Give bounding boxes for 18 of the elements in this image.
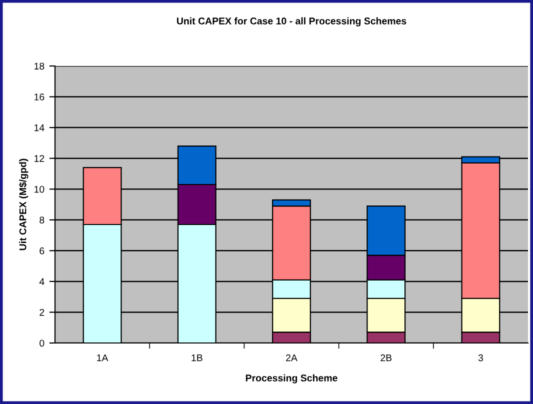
- x-axis-title: Processing Scheme: [246, 374, 338, 384]
- y-axis-title: Uit CAPEX (M$/gpd): [18, 158, 28, 250]
- x-tick-label: 3: [478, 354, 483, 362]
- y-tick-label: 14: [34, 124, 44, 132]
- y-tick-label: 16: [34, 94, 44, 100]
- x-tick-label: 1B: [192, 354, 202, 362]
- x-tick-label: 2B: [380, 354, 392, 362]
- y-tick-label: 8: [40, 216, 44, 224]
- y-tick-label: 12: [34, 155, 44, 162]
- y-tick-label: 6: [40, 247, 44, 254]
- y-tick-label: 10: [34, 186, 44, 193]
- chart-title: Unit CAPEX for Case 10 - all Processing Schemes: [177, 17, 406, 26]
- x-tick-label: 2A: [286, 354, 298, 362]
- y-tick-label: 0: [40, 340, 44, 347]
- x-tick-label: 1A: [97, 354, 108, 362]
- y-tick-label: 2: [40, 308, 44, 316]
- y-tick-label: 4: [39, 278, 44, 285]
- y-tick-label: 18: [34, 62, 44, 70]
